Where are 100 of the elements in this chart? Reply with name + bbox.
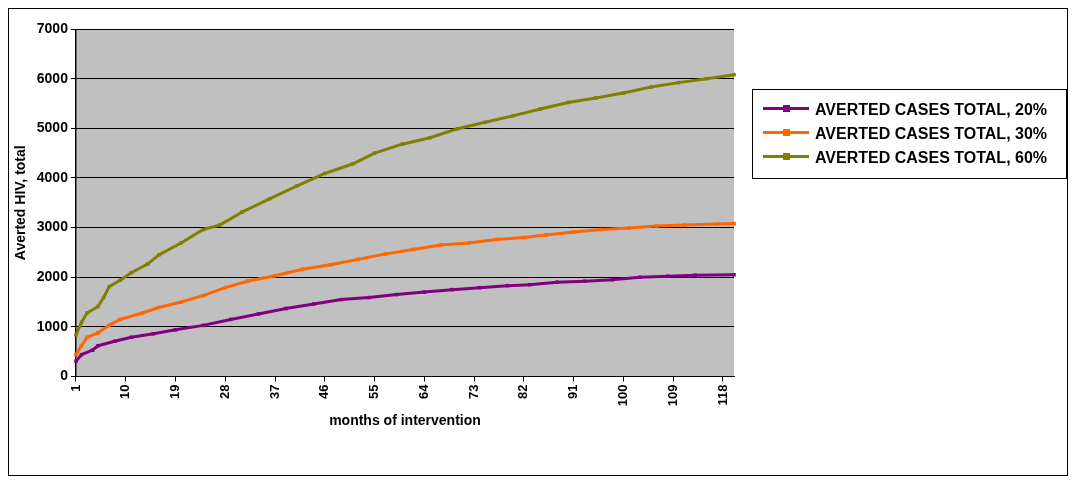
point [593,96,598,100]
point [372,151,377,155]
point [715,222,720,226]
point [582,279,587,283]
point [107,323,111,328]
point [295,184,299,188]
x-axis-title: months of intervention [329,412,481,429]
point [118,278,122,282]
point [383,252,388,256]
x-tick-label: 64 [415,383,431,399]
point [173,328,178,332]
point [627,226,631,230]
point [455,127,460,131]
point [85,335,89,340]
point [201,293,205,298]
x-tick-label: 19 [167,384,183,399]
point [245,279,250,283]
point [96,343,100,348]
point [118,317,122,322]
point [328,263,333,267]
x-tick-label: 73 [465,384,481,399]
point [522,235,526,240]
y-tick-label: 5000 [36,119,69,136]
point [439,243,443,247]
x-tick-label: 100 [614,384,630,407]
point [90,348,95,352]
point [732,72,736,77]
x-tick-label: 46 [316,384,332,399]
y-tick-label: 0 [60,367,69,384]
point [217,223,222,227]
y-tick-label: 6000 [36,69,69,86]
point [107,284,111,289]
point [284,306,288,311]
y-tick-label: 7000 [36,19,69,36]
x-tick-label: 10 [117,384,133,399]
point [201,227,205,232]
point [494,237,498,242]
point [74,333,78,337]
point [538,107,543,111]
y-tick-label: 1000 [36,317,69,334]
x-tick-label: 118 [714,384,730,406]
x-tick-label: 28 [216,384,232,399]
point [367,295,371,300]
point [229,317,233,322]
y-tick-label: 2000 [36,268,69,285]
point [96,304,100,309]
point [483,120,487,125]
point [638,275,642,279]
point [350,162,355,166]
point [422,290,427,294]
point [654,224,659,228]
point [267,197,272,201]
point [682,223,686,227]
point [400,142,404,146]
legend-label: AVERTED CASES TOTAL, 20% [815,100,1048,120]
point [151,332,156,336]
point [649,85,653,89]
legend-label: AVERTED CASES TOTAL, 60% [815,148,1048,168]
point [74,359,78,363]
point [273,273,277,278]
point [112,339,117,344]
point [223,285,228,290]
point [555,280,559,284]
point [74,352,78,357]
point [621,91,626,95]
y-tick-label: 3000 [36,218,69,235]
point [428,135,432,140]
point [693,273,698,277]
point [311,302,316,306]
point [157,253,161,257]
point [240,210,244,214]
point [356,257,360,262]
x-tick-label: 1 [67,384,83,392]
x-tick-label: 37 [266,384,282,399]
point [411,247,416,252]
point [179,241,183,245]
point [179,300,183,304]
y-tick-label: 4000 [36,168,69,185]
legend-label: AVERTED CASES TOTAL, 30% [815,124,1048,144]
point [732,221,736,226]
point [201,323,205,328]
point [157,305,161,310]
x-tick-label: 55 [366,384,382,399]
point [732,272,736,277]
x-tick-label: 82 [515,384,531,399]
point [129,270,134,275]
point [665,274,670,278]
x-tick-label: 109 [664,384,680,407]
point [571,230,576,234]
point [566,100,570,105]
point [323,171,327,176]
y-axis-title: Averted HIV, total [12,145,29,261]
point [146,262,150,266]
point [256,312,261,316]
point [511,114,515,118]
point [96,331,100,335]
point [140,311,145,315]
point [544,233,548,237]
x-tick-label: 91 [565,384,581,399]
point [466,241,471,245]
